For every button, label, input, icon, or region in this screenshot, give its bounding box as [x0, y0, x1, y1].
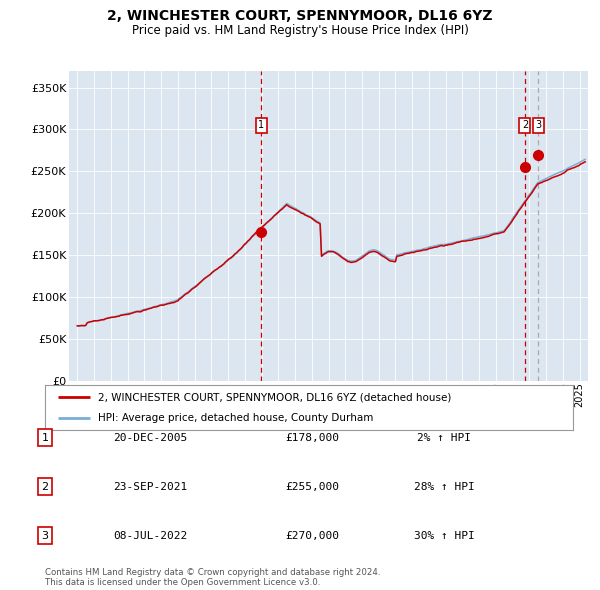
Text: 08-JUL-2022: 08-JUL-2022	[113, 531, 187, 540]
Text: Contains HM Land Registry data © Crown copyright and database right 2024.
This d: Contains HM Land Registry data © Crown c…	[45, 568, 380, 587]
Text: 2: 2	[41, 482, 49, 491]
Text: 3: 3	[535, 120, 542, 130]
Text: 30% ↑ HPI: 30% ↑ HPI	[413, 531, 475, 540]
Text: 3: 3	[41, 531, 49, 540]
Text: 2: 2	[522, 120, 528, 130]
Text: £178,000: £178,000	[285, 433, 339, 442]
Text: 20-DEC-2005: 20-DEC-2005	[113, 433, 187, 442]
Text: Price paid vs. HM Land Registry's House Price Index (HPI): Price paid vs. HM Land Registry's House …	[131, 24, 469, 37]
Text: 2, WINCHESTER COURT, SPENNYMOOR, DL16 6YZ (detached house): 2, WINCHESTER COURT, SPENNYMOOR, DL16 6Y…	[98, 392, 451, 402]
Text: 23-SEP-2021: 23-SEP-2021	[113, 482, 187, 491]
Text: £270,000: £270,000	[285, 531, 339, 540]
Text: 1: 1	[41, 433, 49, 442]
Text: 2% ↑ HPI: 2% ↑ HPI	[417, 433, 471, 442]
Text: HPI: Average price, detached house, County Durham: HPI: Average price, detached house, Coun…	[98, 412, 373, 422]
Text: 1: 1	[258, 120, 264, 130]
Text: £255,000: £255,000	[285, 482, 339, 491]
Text: 2, WINCHESTER COURT, SPENNYMOOR, DL16 6YZ: 2, WINCHESTER COURT, SPENNYMOOR, DL16 6Y…	[107, 9, 493, 24]
Text: 28% ↑ HPI: 28% ↑ HPI	[413, 482, 475, 491]
